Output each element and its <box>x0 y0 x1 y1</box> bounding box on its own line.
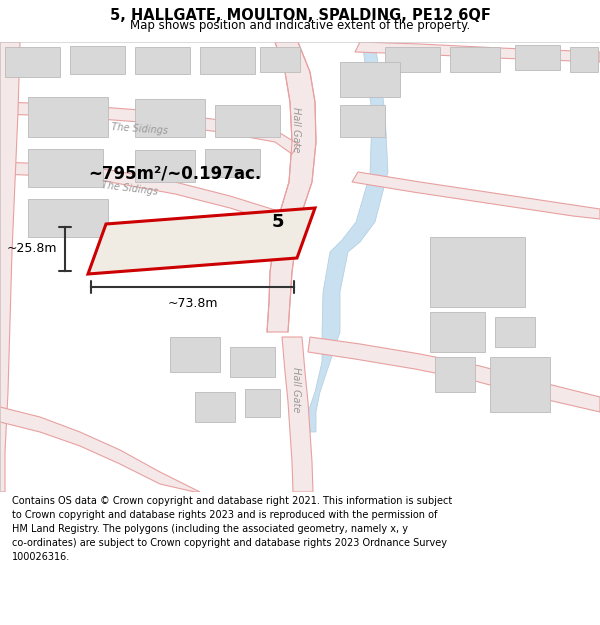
Bar <box>430 312 485 352</box>
Text: ~73.8m: ~73.8m <box>167 297 218 310</box>
Text: ~25.8m: ~25.8m <box>7 242 57 256</box>
Bar <box>230 347 275 377</box>
Polygon shape <box>352 172 600 219</box>
Text: ~795m²/~0.197ac.: ~795m²/~0.197ac. <box>88 165 262 183</box>
Bar <box>135 99 205 137</box>
Polygon shape <box>355 42 600 62</box>
Bar <box>450 47 500 72</box>
Bar <box>490 357 550 412</box>
Polygon shape <box>0 102 298 154</box>
Text: 5, HALLGATE, MOULTON, SPALDING, PE12 6QF: 5, HALLGATE, MOULTON, SPALDING, PE12 6QF <box>110 8 490 23</box>
Bar <box>385 47 440 72</box>
Bar <box>135 47 190 74</box>
Text: Hall Gate: Hall Gate <box>291 107 301 152</box>
Polygon shape <box>0 162 295 232</box>
Bar <box>5 47 60 77</box>
Bar <box>515 45 560 70</box>
Polygon shape <box>0 42 20 492</box>
Bar <box>430 237 525 307</box>
Bar <box>260 47 300 72</box>
Bar <box>135 150 195 182</box>
Bar <box>195 392 235 422</box>
Polygon shape <box>282 337 313 492</box>
Bar <box>215 105 280 137</box>
Bar <box>340 105 385 137</box>
Bar <box>570 47 598 72</box>
Bar <box>205 149 260 177</box>
Bar <box>245 389 280 417</box>
Text: The Sidings: The Sidings <box>101 179 159 196</box>
Bar <box>435 357 475 392</box>
Bar <box>28 97 108 137</box>
Polygon shape <box>305 42 388 432</box>
Bar <box>340 62 400 97</box>
Text: Map shows position and indicative extent of the property.: Map shows position and indicative extent… <box>130 19 470 31</box>
Text: The Sidings: The Sidings <box>112 122 169 136</box>
Polygon shape <box>308 337 600 412</box>
Bar <box>200 47 255 74</box>
Polygon shape <box>88 208 315 274</box>
Text: 5: 5 <box>272 213 284 231</box>
Text: Hall Gate: Hall Gate <box>291 368 301 413</box>
Bar <box>495 317 535 347</box>
Bar <box>28 199 108 237</box>
Text: Contains OS data © Crown copyright and database right 2021. This information is : Contains OS data © Crown copyright and d… <box>12 496 452 562</box>
Polygon shape <box>267 42 316 332</box>
Polygon shape <box>0 407 200 492</box>
Bar <box>170 337 220 372</box>
Bar <box>70 46 125 74</box>
Bar <box>28 149 103 187</box>
